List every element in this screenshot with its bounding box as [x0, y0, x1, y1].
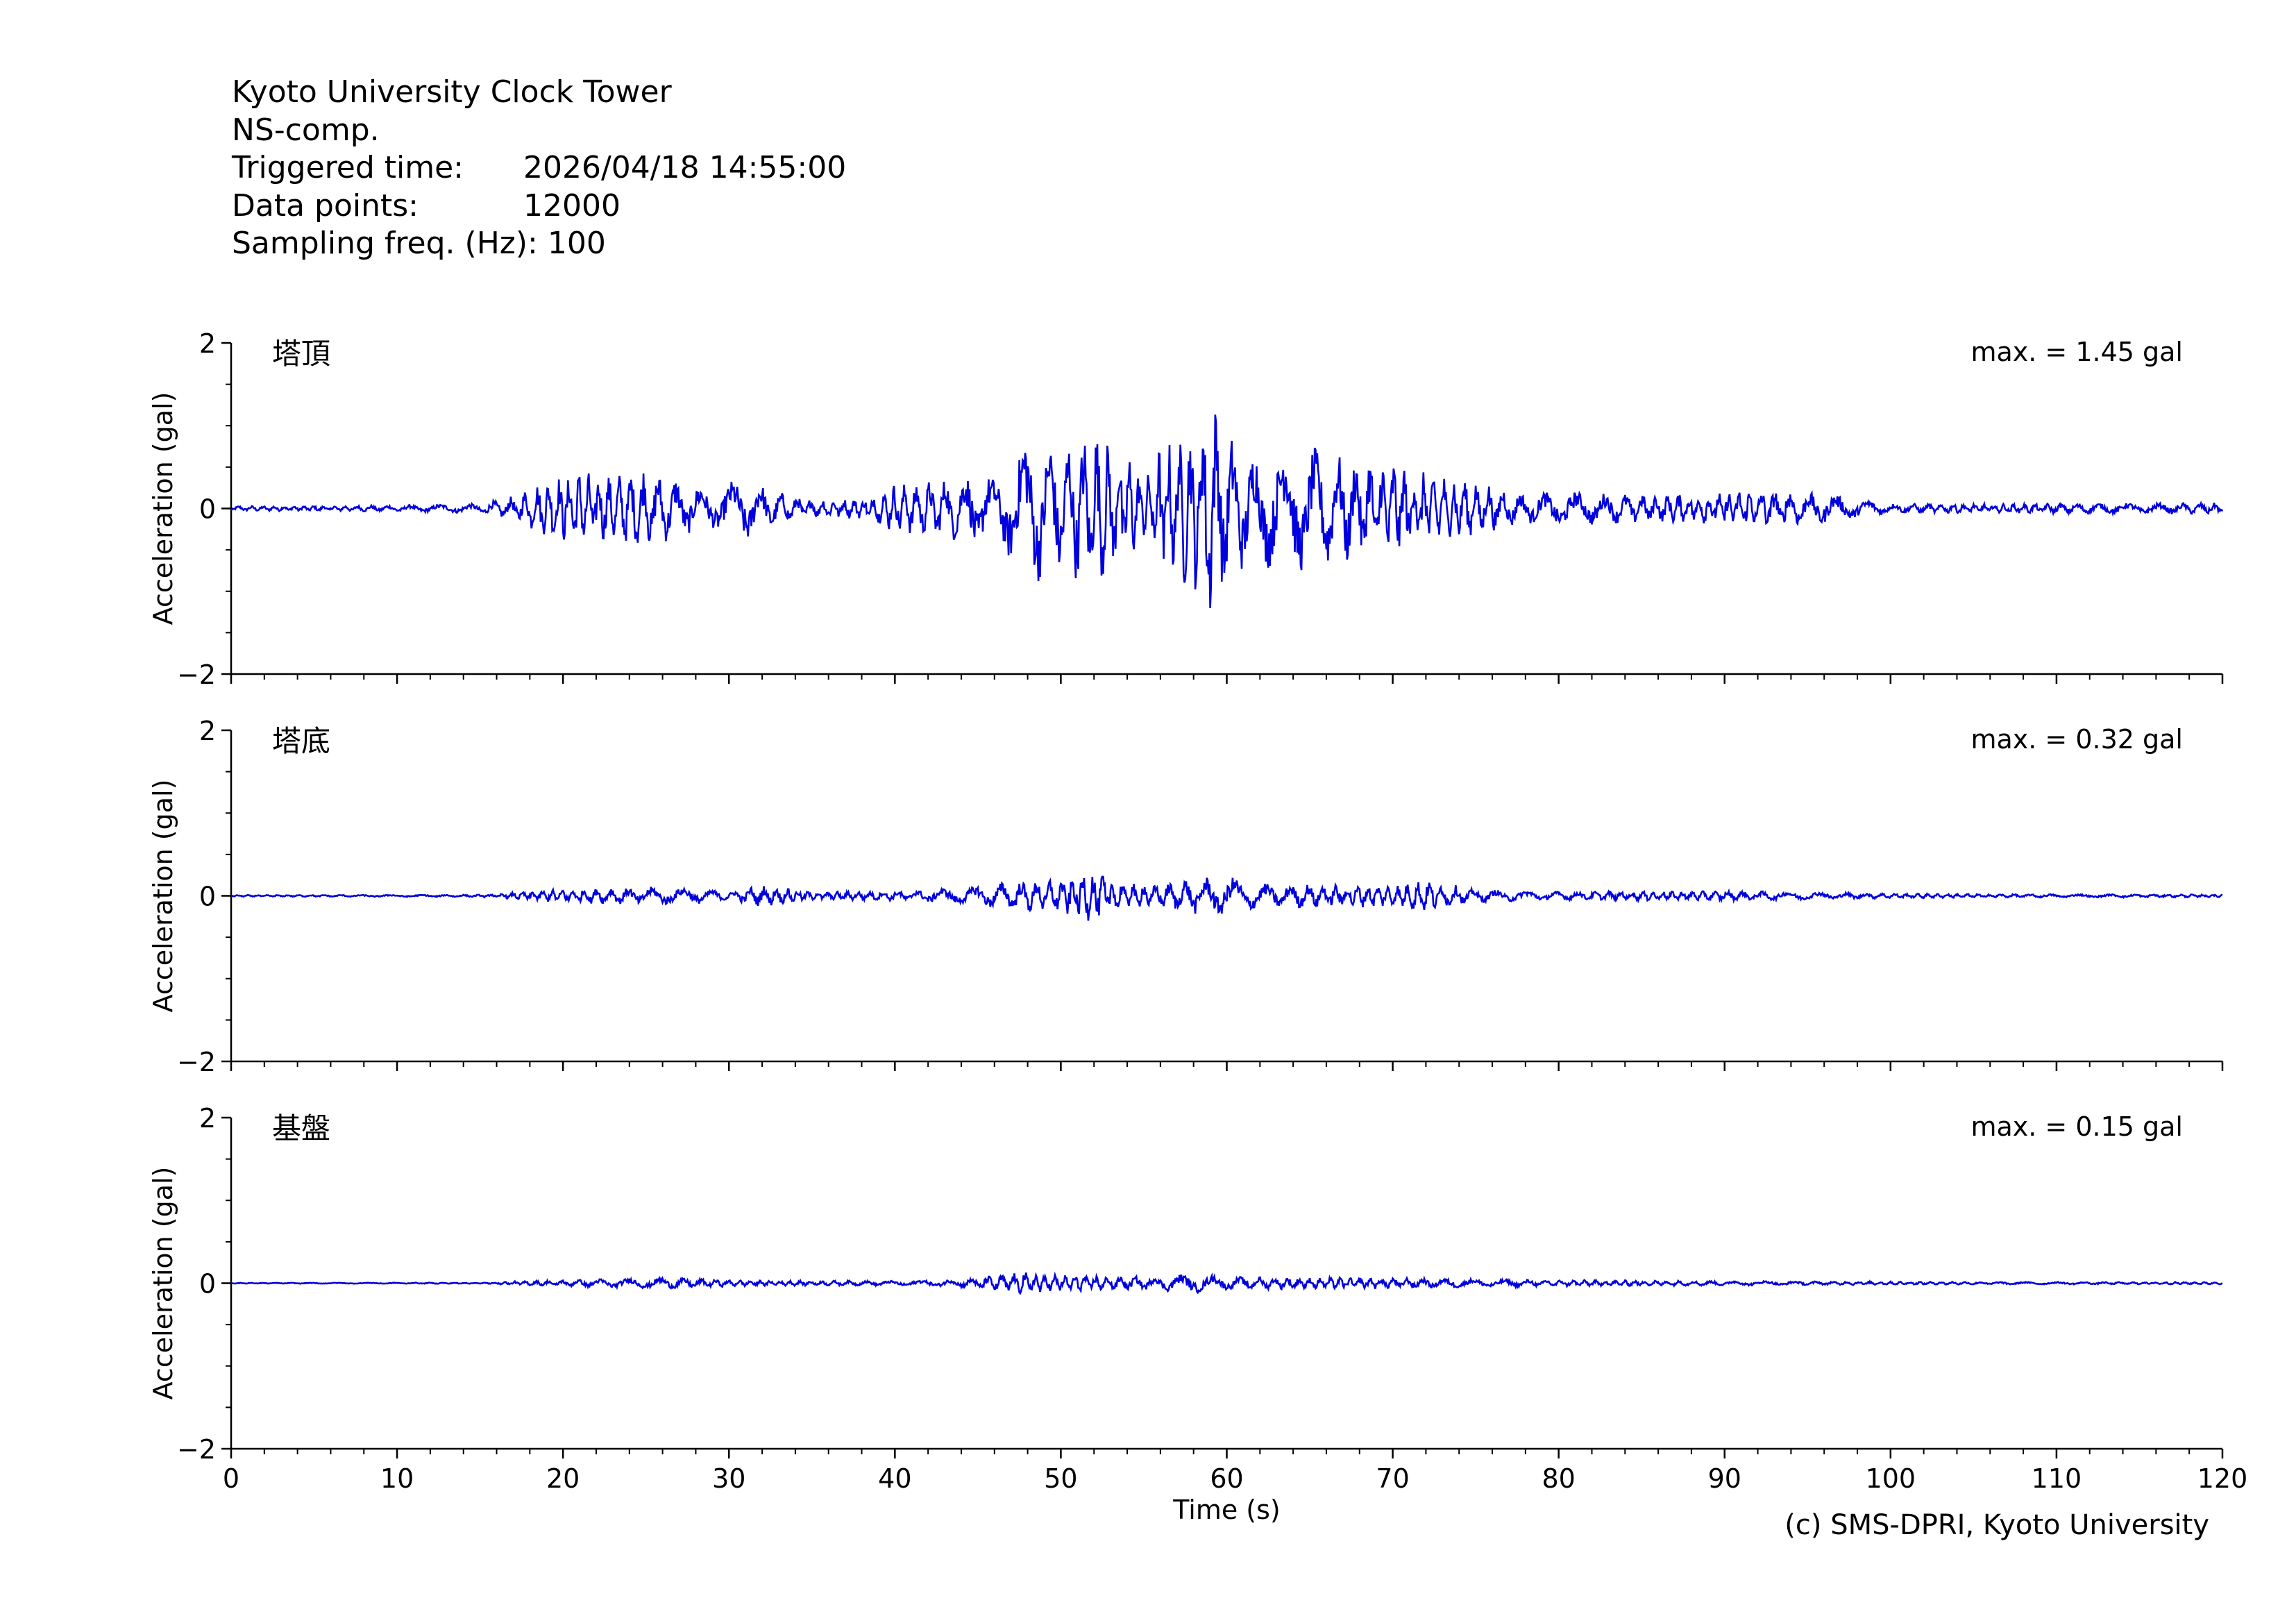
triggered-time-row: Triggered time: 2026/04/18 14:55:00	[232, 149, 846, 187]
x-tick-label: 100	[1866, 1463, 1916, 1494]
panel-max-label: max. = 0.32 gal	[1970, 724, 2183, 755]
panel-name: 基盤	[272, 1111, 330, 1145]
x-tick-label: 0	[223, 1463, 239, 1494]
sampling-freq-row: Sampling freq. (Hz): 100	[232, 225, 846, 263]
y-tick-label: 0	[199, 494, 216, 525]
y-tick-label: 0	[199, 1269, 216, 1300]
component-label: NS-comp.	[232, 112, 380, 148]
x-tick-label: 110	[2032, 1463, 2082, 1494]
panel-name: 塔底	[272, 724, 330, 758]
y-axis-label: Acceleration (gal)	[148, 392, 178, 625]
x-tick-label: 120	[2197, 1463, 2248, 1494]
waveform-line	[230, 1271, 2223, 1295]
x-tick-label: 20	[546, 1463, 580, 1494]
x-tick-label: 30	[712, 1463, 745, 1494]
sampling-freq-label: Sampling freq. (Hz):	[232, 226, 538, 261]
data-points-value: 12000	[523, 187, 621, 224]
data-points-label: Data points:	[232, 187, 419, 224]
waveform-line	[230, 414, 2224, 608]
triggered-time-value: 2026/04/18 14:55:00	[523, 150, 847, 185]
data-points-row: Data points: 12000	[232, 187, 846, 226]
x-tick-label: 80	[1542, 1463, 1575, 1494]
y-tick-label: 2	[199, 328, 216, 359]
x-tick-label: 60	[1210, 1463, 1243, 1494]
x-axis-label: Time (s)	[1172, 1495, 1281, 1525]
panel-max-label: max. = 1.45 gal	[1970, 337, 2183, 367]
header-info: Kyoto University Clock Tower NS-comp. Tr…	[232, 74, 846, 263]
x-tick-label: 10	[380, 1463, 414, 1494]
y-tick-label: 0	[199, 882, 216, 912]
panel-name: 塔頂	[272, 337, 330, 371]
x-tick-label: 40	[878, 1463, 911, 1494]
y-tick-label: 2	[199, 1103, 216, 1134]
station-title: Kyoto University Clock Tower	[232, 74, 672, 110]
x-tick-label: 70	[1376, 1463, 1409, 1494]
x-tick-label: 50	[1044, 1463, 1077, 1494]
triggered-time-label: Triggered time:	[232, 150, 464, 185]
sampling-freq-value: 100	[547, 226, 606, 261]
y-axis-label: Acceleration (gal)	[148, 780, 178, 1013]
y-tick-label: −2	[177, 1047, 216, 1077]
panel-max-label: max. = 0.15 gal	[1970, 1111, 2183, 1142]
waveform-line	[230, 875, 2223, 921]
y-axis-label: Acceleration (gal)	[148, 1167, 178, 1400]
y-tick-label: 2	[199, 716, 216, 746]
y-tick-label: −2	[177, 1434, 216, 1465]
y-tick-label: −2	[177, 659, 216, 690]
copyright-credit: (c) SMS-DPRI, Kyoto University	[1784, 1509, 2209, 1541]
x-tick-label: 90	[1708, 1463, 1741, 1494]
